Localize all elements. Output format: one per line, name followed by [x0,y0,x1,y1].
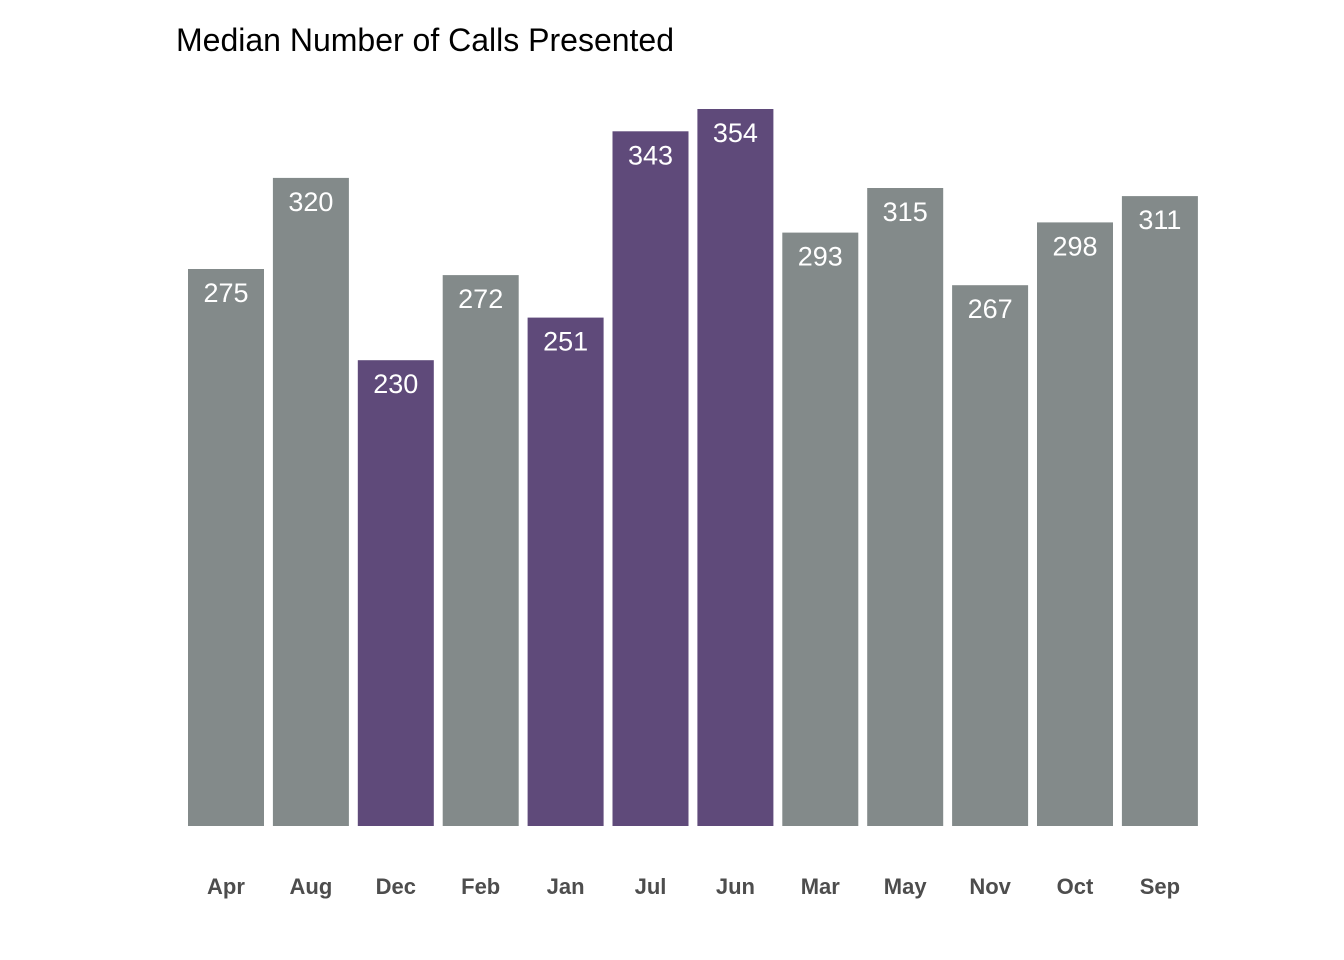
value-label-mar: 293 [798,242,843,272]
category-label-nov: Nov [969,874,1011,899]
bar-sep [1121,196,1198,827]
value-label-feb: 272 [458,284,503,314]
bar-aug [272,177,349,826]
category-label-feb: Feb [461,874,500,899]
bar-feb [442,275,519,827]
category-label-dec: Dec [376,874,416,899]
bar-mar [782,232,859,827]
value-label-oct: 298 [1052,231,1097,261]
category-label-oct: Oct [1057,874,1094,899]
bar-oct [1037,222,1113,826]
value-label-nov: 267 [968,294,1013,324]
value-label-jul: 343 [628,140,673,170]
value-label-sep: 311 [1138,205,1181,235]
value-label-apr: 275 [203,278,248,308]
bar-jul [612,131,689,827]
category-label-jan: Jan [547,874,585,899]
bar-nov [952,285,1029,826]
bar-jun [697,109,774,826]
category-label-apr: Apr [207,874,245,899]
value-label-jun: 354 [713,118,758,148]
category-label-sep: Sep [1140,874,1180,899]
category-label-aug: Aug [290,874,333,899]
category-label-may: May [884,874,928,899]
category-labels-layer: Apr Aug Dec Feb Jan Jul Jun Mar May Nov Oct Sep [207,874,1180,899]
bar-may [867,188,944,826]
bars-layer [188,109,1198,827]
value-label-aug: 320 [288,187,333,217]
value-label-jan: 251 [543,327,588,357]
category-label-jul: Jul [635,874,667,899]
value-labels-layer: 275 320 230 272 251 343 354 293 315 267 298 311 [203,118,1181,399]
bar-jan [527,317,604,826]
value-label-dec: 230 [373,369,418,399]
value-label-may: 315 [883,197,928,227]
bar-apr [188,269,264,826]
chart-title: Median Number of Calls Presented [176,22,675,58]
bar-dec [357,360,434,826]
category-label-jun: Jun [716,874,755,899]
category-label-mar: Mar [801,874,841,899]
